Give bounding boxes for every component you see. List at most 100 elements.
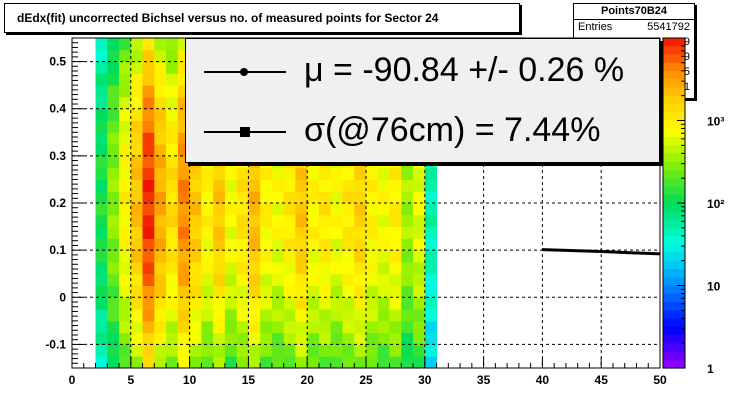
palette-cell <box>663 137 685 146</box>
heatmap-cell <box>413 179 426 192</box>
heatmap-cell <box>166 61 179 74</box>
heatmap-cell <box>354 214 367 228</box>
heatmap-cell <box>142 61 155 74</box>
heatmap-cell <box>95 61 108 74</box>
heatmap-cell <box>295 226 308 239</box>
heatmap-cell <box>95 309 108 322</box>
heatmap-cell <box>107 261 120 275</box>
heatmap-cell <box>130 309 144 322</box>
heatmap-cell <box>213 214 226 228</box>
heatmap-cell <box>107 320 120 334</box>
heatmap-cell <box>154 96 167 110</box>
heatmap-cell <box>401 332 414 345</box>
heatmap-cell <box>342 332 355 345</box>
heatmap-cell <box>177 250 191 263</box>
palette-cell <box>663 351 685 361</box>
heatmap-cell <box>154 120 167 133</box>
heatmap-cell <box>154 344 167 357</box>
palette-cell <box>663 178 685 188</box>
heatmap-cell <box>119 203 132 216</box>
heatmap-cell <box>119 273 132 286</box>
heatmap-cell <box>260 179 273 192</box>
heatmap-cell <box>154 356 167 369</box>
y-tick-label: -0.1 <box>45 337 66 351</box>
heatmap-cell <box>201 356 214 369</box>
heatmap-cell <box>424 273 438 286</box>
heatmap-cell <box>119 261 132 275</box>
heatmap-cell <box>107 250 120 263</box>
heatmap-cell <box>424 203 438 216</box>
heatmap-cell <box>119 191 132 204</box>
heatmap-cell <box>142 344 155 357</box>
heatmap-cell <box>389 226 402 239</box>
heatmap-cell <box>119 344 132 357</box>
heatmap-cell <box>413 273 426 286</box>
heatmap-cell <box>177 309 191 322</box>
heatmap-cell <box>95 191 108 204</box>
heatmap-cell <box>224 179 238 192</box>
heatmap-cell <box>330 309 343 322</box>
heatmap-cell <box>366 179 379 192</box>
heatmap-cell <box>295 356 308 369</box>
heatmap-cell <box>95 356 108 369</box>
heatmap-cell <box>307 238 320 251</box>
x-tick-label: 5 <box>127 373 134 387</box>
heatmap-cell <box>330 226 343 239</box>
heatmap-cell <box>330 332 343 345</box>
heatmap-cell <box>107 344 120 357</box>
heatmap-cell <box>307 344 320 357</box>
heatmap-cell <box>389 191 402 204</box>
heatmap-cell <box>95 179 108 192</box>
heatmap-cell <box>271 344 285 357</box>
heatmap-cell <box>154 285 167 298</box>
heatmap-cell <box>130 179 144 192</box>
heatmap-cell <box>248 344 261 357</box>
heatmap-cell <box>107 155 120 169</box>
heatmap-cell <box>166 344 179 357</box>
heatmap-cell <box>260 320 273 334</box>
heatmap-cell <box>201 167 214 180</box>
heatmap-cell <box>318 285 332 298</box>
heatmap-cell <box>260 250 273 263</box>
heatmap-cell <box>401 344 414 357</box>
legend-box: μ = -90.84 +/- 0.26 % σ(@76cm) = 7.44% <box>185 38 660 163</box>
heatmap-cell <box>177 238 191 251</box>
heatmap-cell <box>142 38 155 51</box>
heatmap-cell <box>307 191 320 204</box>
heatmap-cell <box>154 191 167 204</box>
heatmap-cell <box>95 49 108 63</box>
heatmap-cell <box>177 356 191 369</box>
heatmap-cell <box>166 320 179 334</box>
palette-cell <box>663 186 685 196</box>
heatmap-cell <box>95 214 108 228</box>
heatmap-cell <box>248 250 261 263</box>
heatmap-cell <box>130 285 144 298</box>
heatmap-cell <box>283 203 296 216</box>
heatmap-cell <box>177 285 191 298</box>
heatmap-cell <box>236 261 249 275</box>
heatmap-cell <box>330 238 343 251</box>
heatmap-cell <box>213 297 226 310</box>
heatmap-cell <box>107 309 120 322</box>
palette-cell <box>663 79 685 89</box>
palette-cell <box>663 54 685 64</box>
heatmap-cell <box>366 238 379 251</box>
heatmap-cell <box>377 167 391 180</box>
heatmap-cell <box>236 226 249 239</box>
heatmap-cell <box>154 273 167 286</box>
palette-cell <box>663 46 685 56</box>
heatmap-cell <box>236 250 249 263</box>
heatmap-cell <box>260 214 273 228</box>
heatmap-cell <box>236 344 249 357</box>
palette-cell <box>663 335 685 344</box>
palette-cell <box>663 153 685 163</box>
heatmap-cell <box>424 344 438 357</box>
heatmap-cell <box>260 344 273 357</box>
x-axis: 0 5 10 15 20 25 30 35 40 45 50 <box>69 358 667 387</box>
heatmap-cell <box>142 273 155 286</box>
heatmap-cell <box>154 49 167 63</box>
heatmap-cell <box>166 108 179 121</box>
palette-cell <box>663 277 685 287</box>
heatmap-cell <box>107 332 120 345</box>
heatmap-cell <box>224 191 238 204</box>
